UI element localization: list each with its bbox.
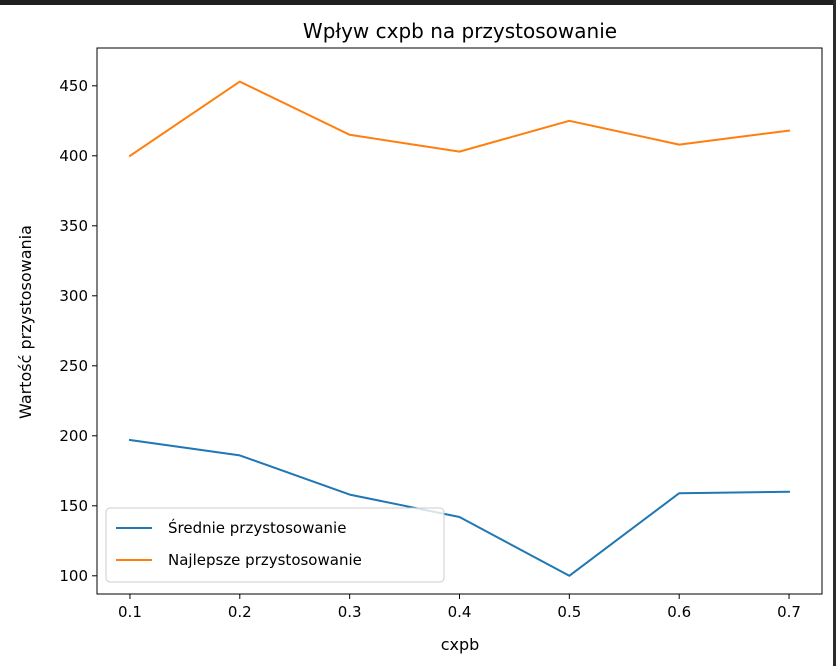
- legend-box: [105, 507, 445, 583]
- x-tick-label: 0.2: [228, 603, 252, 621]
- x-axis-label: cxpb: [441, 635, 480, 654]
- window-right-border: [833, 0, 836, 666]
- chart-title: Wpływ cxpb na przystosowanie: [303, 19, 617, 43]
- x-tick-label: 0.5: [557, 603, 581, 621]
- y-tick-label: 400: [59, 147, 88, 165]
- y-tick-label: 150: [59, 497, 88, 515]
- series-line-2: [128, 80, 791, 158]
- x-tick-label: 0.6: [667, 603, 691, 621]
- legend-label-1: Średnie przystosowanie: [168, 518, 346, 537]
- legend-label-2: Najlepsze przystosowanie: [168, 551, 362, 569]
- x-tick-label: 0.7: [777, 603, 801, 621]
- x-tick-label: 0.4: [448, 603, 472, 621]
- y-tick-label: 100: [59, 567, 88, 585]
- x-tick-label: 0.1: [118, 603, 142, 621]
- y-tick-label: 450: [59, 77, 88, 95]
- legend: Średnie przystosowanie Najlepsze przystos…: [105, 507, 445, 583]
- series-line-1: [128, 438, 791, 577]
- x-tick-label: 0.3: [338, 603, 362, 621]
- window-top-bar: [0, 0, 836, 5]
- plot-area: 0.1 0.2 0.3 0.4 0.5 0.6 0.7 100 150 200 250 300 350 4…: [59, 47, 823, 621]
- y-axis-label: Wartość przystosowania: [16, 225, 35, 419]
- y-tick-label: 200: [59, 427, 88, 445]
- y-tick-label: 350: [59, 217, 88, 235]
- y-tick-label: 300: [59, 287, 88, 305]
- y-tick-label: 250: [59, 357, 88, 375]
